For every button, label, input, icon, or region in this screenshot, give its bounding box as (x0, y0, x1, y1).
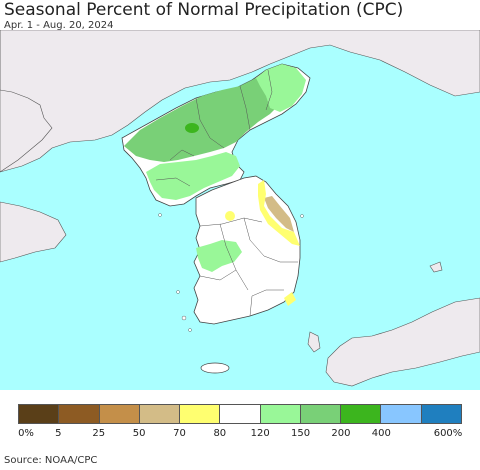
legend-swatch (180, 405, 221, 423)
precip-zone-70-80-east (258, 180, 300, 246)
china-russia-land (0, 30, 480, 173)
province-borders-north (155, 69, 273, 187)
precip-zone-50-70 (264, 196, 294, 232)
japan-island-north (429, 261, 443, 273)
legend-tick-label: 25 (92, 428, 106, 439)
legend-swatch (139, 405, 181, 423)
legend-swatch (99, 405, 140, 423)
precip-zone-120-150-northeast (256, 64, 306, 112)
precip-zone-120-150-central (146, 152, 240, 200)
legend-tick-label: 400 (371, 428, 391, 439)
province-borders-south (199, 217, 298, 317)
legend-swatch (19, 405, 60, 423)
legend-ticks: 0% 5 25 50 70 80 120 150 200 400 600% (0, 428, 480, 442)
japan-land (325, 297, 480, 387)
color-legend (18, 404, 462, 424)
legend-tick-label: 50 (132, 428, 146, 439)
legend-tick-label: 0% (18, 428, 34, 439)
map-subtitle: Apr. 1 - Aug. 20, 2024 (4, 20, 114, 31)
legend-tick-label: 200 (331, 428, 351, 439)
legend-swatch (220, 405, 261, 423)
legend-tick-label: 150 (290, 428, 311, 439)
precip-zone-70-80-south (284, 292, 296, 306)
japan-island-tsushima (307, 331, 321, 353)
legend-tick-label: 120 (250, 428, 270, 439)
island-marker (158, 213, 162, 217)
legend-tick-label: 80 (213, 428, 227, 439)
legend-swatch (381, 405, 422, 423)
precip-zone-150-200 (124, 70, 286, 162)
jeju-island (200, 362, 230, 374)
precip-zone-120-150-southwest (196, 240, 242, 272)
legend-tick-label: 5 (55, 428, 62, 439)
legend-swatch (300, 405, 342, 423)
map-title: Seasonal Percent of Normal Precipitation… (4, 0, 404, 20)
legend-tick-label: 600% (433, 428, 463, 439)
legend-swatch (260, 405, 301, 423)
legend-swatch (421, 405, 461, 423)
precip-zone-200-400 (185, 123, 199, 133)
legend-tick-label: 70 (173, 428, 186, 439)
island-marker (176, 290, 180, 294)
precipitation-map (0, 30, 480, 390)
island-marker (300, 214, 304, 218)
legend-swatch (341, 405, 382, 423)
china-southwest-land (0, 201, 67, 263)
source-note: Source: NOAA/CPC (4, 455, 98, 466)
island-marker (188, 328, 192, 332)
precip-zone-70-80-spot (225, 211, 235, 221)
legend-swatch (59, 405, 100, 423)
liaodong-land (0, 30, 53, 173)
island-marker (181, 315, 187, 321)
